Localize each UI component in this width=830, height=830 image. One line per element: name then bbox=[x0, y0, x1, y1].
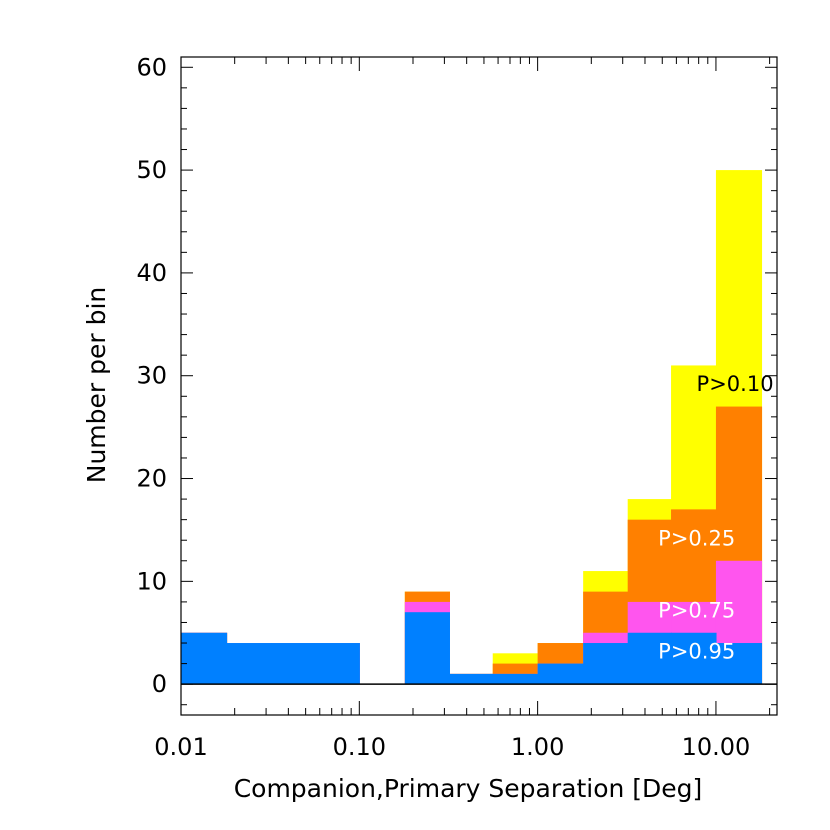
annotation-P075: P>0.75 bbox=[658, 598, 735, 622]
bar-P095-bin-6 bbox=[449, 673, 494, 685]
bar-P095-bin-8 bbox=[537, 663, 584, 685]
bar-P095-bin-2 bbox=[271, 643, 316, 685]
annotation-P025: P>0.25 bbox=[658, 526, 735, 550]
bar-P095-bin-0 bbox=[181, 632, 228, 685]
y-tick-label-30: 30 bbox=[136, 362, 167, 390]
tick-labels: 0 10 20 30 40 50 60 0.01 0.10 1.00 10.00 bbox=[136, 53, 750, 761]
bar-P095-bin-1 bbox=[226, 643, 272, 685]
bar-P095-bin-10 bbox=[627, 632, 672, 685]
y-tick-label-60: 60 bbox=[136, 53, 167, 81]
y-axis-label: Number per bin bbox=[82, 287, 111, 484]
x-tick-label-0.01: 0.01 bbox=[154, 733, 207, 761]
y-tick-label-50: 50 bbox=[136, 156, 167, 184]
y-tick-label-10: 10 bbox=[136, 567, 167, 595]
bar-P095-bin-3 bbox=[314, 643, 360, 685]
x-axis-label: Companion,Primary Separation [Deg] bbox=[234, 774, 703, 803]
bar-P095-bin-9 bbox=[583, 643, 629, 685]
x-tick-label-0.10: 0.10 bbox=[333, 733, 386, 761]
y-tick-label-0: 0 bbox=[152, 670, 167, 698]
y-tick-label-20: 20 bbox=[136, 465, 167, 493]
annotation-P010: P>0.10 bbox=[697, 372, 774, 396]
plot-frame bbox=[180, 56, 778, 716]
plot-border bbox=[180, 56, 778, 716]
bar-P095-bin-11 bbox=[671, 632, 717, 685]
bar-P095-bin-5 bbox=[404, 612, 450, 685]
y-tick-label-40: 40 bbox=[136, 259, 167, 287]
axis-ticks bbox=[180, 57, 777, 715]
series-annotations: P>0.10 P>0.25 P>0.75 P>0.95 bbox=[658, 372, 773, 663]
annotation-P095: P>0.95 bbox=[658, 639, 735, 663]
bar-P095-bin-7 bbox=[492, 673, 539, 685]
bar-P095-bin-12 bbox=[715, 643, 763, 685]
x-tick-label-10.00: 10.00 bbox=[682, 733, 751, 761]
x-tick-label-1.00: 1.00 bbox=[511, 733, 564, 761]
histogram-bars bbox=[181, 170, 763, 685]
